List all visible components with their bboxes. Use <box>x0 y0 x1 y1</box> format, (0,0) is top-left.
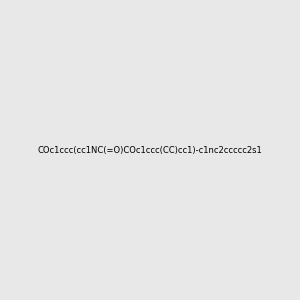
Text: COc1ccc(cc1NC(=O)COc1ccc(CC)cc1)-c1nc2ccccc2s1: COc1ccc(cc1NC(=O)COc1ccc(CC)cc1)-c1nc2cc… <box>38 146 262 154</box>
